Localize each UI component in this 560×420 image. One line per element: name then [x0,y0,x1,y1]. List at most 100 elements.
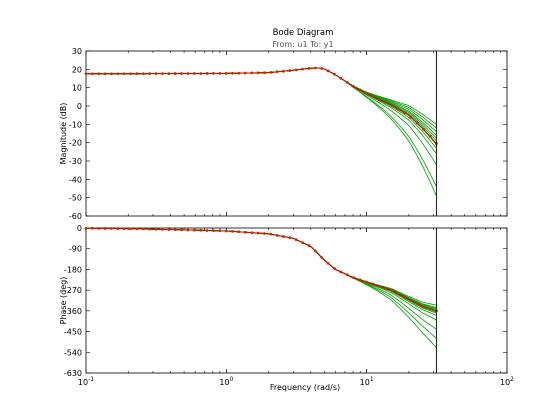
phase-nominal-point [205,229,209,232]
phase-nominal-point [339,270,343,274]
magnitude-nominal-point [84,72,88,76]
phase-ensemble-curve [85,227,437,309]
phase-nominal-point [282,235,285,238]
phase-axes-box [85,227,508,374]
magnitude-ytick-label: -10 [69,120,82,129]
magnitude-ensemble-curve [86,67,437,187]
phase-nominal-point [313,249,317,253]
magnitude-nominal-point [384,100,387,104]
x-tick-exponent: 1 [370,376,374,383]
magnitude-nominal-point [103,72,107,76]
x-axis-label: Frequency (rad/s) [270,383,340,392]
phase-ytick-label: -540 [64,348,82,357]
x-tick-exponent: 2 [510,376,514,383]
phase-ytick-label: -360 [64,307,82,316]
x-tick-base: 10 [78,378,88,387]
magnitude-nominal-point [243,71,247,75]
magnitude-nominal-point [205,72,209,75]
magnitude-nominal-point [110,72,113,76]
magnitude-ensemble-curve [86,67,437,149]
phase-ytick-label: -450 [64,328,82,337]
magnitude-nominal-point [256,71,260,75]
phase-nominal-point [409,298,413,302]
magnitude-nominal-point [262,71,266,75]
magnitude-nominal-point [173,72,177,75]
magnitude-nominal-point [282,69,285,73]
magnitude-nominal-point [307,67,311,70]
x-tick-base: 10 [360,378,370,387]
magnitude-nominal-point [358,88,362,92]
phase-nominal-point [384,286,387,290]
phase-nominal-point [428,307,432,311]
phase-nominal-point [256,231,260,235]
magnitude-nominal-point [141,72,145,76]
magnitude-ytick-label: -20 [69,139,82,148]
magnitude-axes-box [85,50,508,217]
x-tick-label: 10-1 [78,376,94,387]
phase-nominal-point [148,227,152,231]
phase-nominal-point [364,280,368,284]
phase-ytick-label: 0 [77,224,82,233]
x-tick-base: 10 [219,378,229,387]
phase-nominal-point [358,278,362,282]
chart-subtitle: From: u1 To: y1 [272,40,333,49]
phase-nominal-point [161,228,164,231]
chart-title: Bode Diagram [273,28,334,38]
magnitude-nominal-point [129,72,133,76]
phase-ensemble-curve [85,227,437,313]
phase-nominal-point [301,241,305,245]
phase-ensemble-curve [85,227,437,339]
magnitude-ensemble-curve [86,67,437,165]
magnitude-nominal-point [180,72,183,75]
magnitude-ytick-label: 0 [77,102,82,111]
phase-nominal-point [141,227,145,231]
magnitude-nominal-point [199,72,203,75]
phase-nominal-point [422,305,426,309]
phase-nominal-point [307,244,311,247]
magnitude-ensemble-curve [86,67,437,154]
magnitude-nominal-point [275,70,279,74]
magnitude-nominal-point [288,69,292,72]
magnitude-ensemble-curve [86,67,437,125]
phase-nominal-point [192,228,196,232]
magnitude-ytick-label: 10 [72,84,82,93]
x-tick-label: 102 [500,376,514,387]
phase-nominal-point [352,276,355,280]
phase-ensemble-curve [85,227,437,314]
phase-ensemble-curve [85,227,437,308]
magnitude-ytick-label: -60 [69,212,82,221]
x-tick-label: 100 [219,376,233,387]
magnitude-nominal-point [415,121,419,125]
phase-nominal-point [231,230,234,233]
magnitude-y-axis-label: Magnitude (dB) [59,103,68,165]
phase-nominal-point [320,256,324,259]
magnitude-nominal-point [364,91,368,95]
phase-nominal-point [237,230,241,234]
magnitude-nominal-point [116,72,120,76]
phase-nominal-point [250,231,254,235]
phase-nominal-point [294,238,298,242]
magnitude-nominal-point [409,115,413,119]
magnitude-ensemble-curve [86,67,437,142]
phase-nominal-point [415,302,419,305]
phase-nominal-point [129,227,133,231]
phase-ensemble-curve [85,227,437,330]
phase-nominal-point [218,229,222,233]
magnitude-nominal-point [269,71,273,74]
magnitude-nominal-point [237,71,241,75]
phase-nominal-point [90,226,94,230]
magnitude-nominal-point [161,72,164,76]
magnitude-nominal-point [97,72,101,76]
magnitude-nominal-point [352,85,355,88]
phase-ytick-label: -630 [64,369,82,378]
magnitude-ensemble-curve [86,67,437,139]
magnitude-nominal-point [326,69,330,73]
magnitude-ensemble-curve [86,67,437,196]
phase-ensemble-curve [85,227,437,316]
x-tick-label: 101 [360,376,374,387]
magnitude-ytick-label: 20 [72,65,82,74]
phase-nominal-point [97,226,101,230]
magnitude-ytick-label: 30 [72,47,82,56]
magnitude-nominal-point [231,71,234,75]
